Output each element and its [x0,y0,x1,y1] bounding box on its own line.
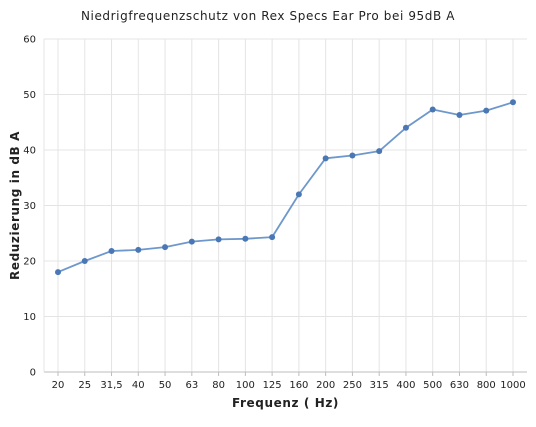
x-tick-label: 160 [289,380,308,391]
x-axis-title: Frequenz ( Hz) [232,396,339,410]
y-tick-label: 60 [23,35,36,46]
chart-title: Niedrigfrequenzschutz von Rex Specs Ear … [80,9,456,23]
x-tick-label: 125 [263,380,282,391]
data-point [108,248,115,255]
axes [43,39,527,376]
x-tick-label: 500 [423,380,442,391]
data-point [376,148,383,155]
data-point [162,244,169,251]
y-tick-label: 30 [23,201,36,212]
data-point [295,191,302,198]
data-point [55,269,61,276]
y-axis-title: Reduzierung in dB A [8,131,22,280]
x-tick-label: 80 [212,380,225,391]
x-tick-label: 50 [159,380,172,391]
x-tick-label: 1000 [500,380,525,391]
x-tick-label: 100 [236,380,255,391]
x-tick-label: 250 [343,380,362,391]
data-point [349,152,356,159]
y-tick-label: 20 [23,257,36,268]
data-point [269,234,276,241]
x-tick-labels: 20 25 31,5 40 50 63 80 100 125 160 200 250 315 400 500… [52,380,526,391]
x-tick-label: 63 [185,380,198,391]
y-tick-labels: 0 10 20 30 40 50 60 [23,35,36,379]
y-tick-label: 10 [23,312,36,323]
x-tick-label: 20 [52,380,65,391]
x-tick-label: 400 [396,380,415,391]
data-point [456,112,463,119]
data-point [510,99,516,106]
x-tick-label: 40 [132,380,145,391]
y-tick-label: 0 [30,368,36,379]
x-tick-label: 200 [316,380,335,391]
data-point [135,246,142,253]
series-line [57,101,514,273]
data-point [483,107,490,114]
data-point [322,155,329,162]
series [55,99,516,276]
data-point [429,106,436,113]
x-tick-label: 315 [370,380,389,391]
data-point [215,236,222,243]
y-tick-label: 40 [23,146,36,157]
data-point [188,238,195,245]
x-tick-label: 25 [78,380,91,391]
x-tick-label: 31,5 [100,380,122,391]
data-point [402,124,409,131]
x-tick-label: 800 [477,380,496,391]
data-point [242,235,249,242]
x-tick-label: 630 [450,380,469,391]
y-tick-label: 50 [23,90,36,101]
data-point [81,258,88,264]
grid [44,38,527,372]
